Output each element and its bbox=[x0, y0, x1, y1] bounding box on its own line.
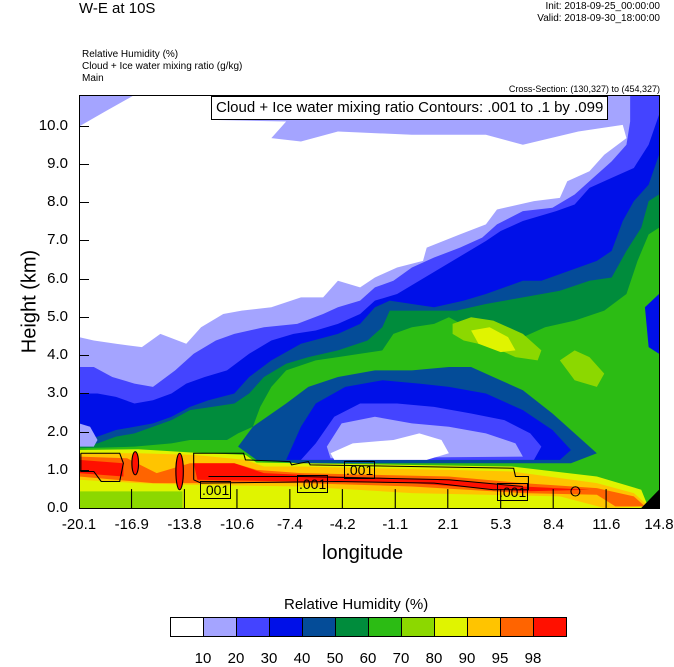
x-tick-label: 5.3 bbox=[490, 516, 512, 533]
y-tick-mark bbox=[79, 163, 89, 165]
cloud-contour-line bbox=[193, 452, 529, 491]
colorbar-label: 70 bbox=[392, 650, 410, 667]
contour-label: .001 bbox=[497, 483, 529, 501]
bl-100-cell bbox=[175, 453, 185, 490]
x-tick-label: -16.9 bbox=[114, 516, 149, 533]
contour-label: .001 bbox=[344, 461, 376, 479]
colorbar-label: 98 bbox=[524, 650, 542, 667]
x-tick-label: -10.6 bbox=[220, 516, 255, 533]
x-tick-label: -7.4 bbox=[276, 516, 303, 533]
contour-annotation: Cloud + Ice water mixing ratio Contours:… bbox=[211, 96, 609, 120]
x-tick-label: -4.2 bbox=[329, 516, 356, 533]
bl-100-left bbox=[79, 459, 124, 477]
colorbar-title: Relative Humidity (%) bbox=[284, 596, 429, 613]
y-tick-mark bbox=[79, 508, 89, 509]
figure-title: W-E at 10S bbox=[79, 0, 156, 17]
y-tick-label: 2.0 bbox=[47, 422, 68, 440]
y-tick-mark bbox=[79, 431, 89, 433]
y-tick-label: 8.0 bbox=[47, 193, 68, 211]
bl-100-center bbox=[193, 463, 590, 492]
colorbar-swatch bbox=[335, 617, 369, 637]
y-tick-mark bbox=[79, 469, 89, 471]
cloud-contour-line bbox=[175, 452, 184, 491]
y-tick-label: 10.0 bbox=[38, 116, 68, 134]
cloud-contour-line bbox=[80, 452, 124, 482]
y-tick-mark bbox=[79, 125, 89, 127]
y-tick-mark bbox=[79, 393, 89, 395]
contour-label: .001 bbox=[297, 475, 329, 493]
x-tick-label: -1.1 bbox=[382, 516, 409, 533]
y-tick-label: 7.0 bbox=[47, 231, 68, 249]
colorbar-swatch bbox=[203, 617, 237, 637]
y-tick-mark bbox=[79, 316, 89, 318]
y-axis-title: Height (km) bbox=[18, 249, 41, 354]
colorbar-swatch bbox=[269, 617, 303, 637]
y-tick-label: 4.0 bbox=[47, 346, 68, 364]
init-time: Init: 2018-09-25_00:00:00 bbox=[545, 1, 660, 12]
x-axis-title: longitude bbox=[322, 542, 404, 564]
bl-100-cell bbox=[131, 451, 139, 475]
contour-label: .001 bbox=[200, 481, 232, 499]
colorbar-label: 60 bbox=[359, 650, 377, 667]
colorbar-swatch bbox=[302, 617, 336, 637]
y-tick-label: 6.0 bbox=[47, 269, 68, 287]
x-tick-label: 8.4 bbox=[543, 516, 564, 533]
tongue-0 bbox=[330, 433, 449, 460]
y-tick-label: 9.0 bbox=[47, 154, 68, 172]
colorbar-swatch bbox=[434, 617, 468, 637]
y-tick-label: 3.0 bbox=[47, 384, 68, 402]
contour-plot bbox=[79, 95, 659, 508]
valid-time: Valid: 2018-09-30_18:00:00 bbox=[537, 13, 660, 24]
field-label-cloud: Cloud + Ice water mixing ratio (g/kg) bbox=[82, 61, 243, 72]
colorbar-swatch bbox=[533, 617, 567, 637]
bl-80-strip bbox=[79, 491, 183, 508]
colorbar-swatch bbox=[401, 617, 435, 637]
colorbar-swatch bbox=[236, 617, 270, 637]
colorbar-swatch bbox=[170, 617, 204, 637]
y-tick-mark bbox=[79, 355, 89, 357]
x-minor-ticks bbox=[130, 489, 607, 508]
colorbar-label: 50 bbox=[326, 650, 344, 667]
y-tick-label: 0.0 bbox=[47, 499, 68, 516]
y-tick-label: 1.0 bbox=[47, 460, 68, 478]
terrain-corner bbox=[641, 489, 659, 508]
x-tick-label: 11.6 bbox=[592, 516, 621, 533]
x-tick-label: 2.1 bbox=[437, 516, 459, 533]
colorbar-label: 95 bbox=[491, 650, 509, 667]
field-label-main: Main bbox=[82, 73, 104, 84]
y-tick-mark bbox=[79, 278, 89, 280]
x-tick-label: -20.1 bbox=[61, 516, 97, 533]
y-tick-mark bbox=[79, 240, 89, 242]
cloud-contour-line bbox=[570, 486, 581, 497]
plot-frame bbox=[79, 95, 660, 509]
x-tick-label: -13.8 bbox=[167, 516, 202, 533]
fill-10-left-blob bbox=[79, 423, 98, 447]
colorbar-label: 20 bbox=[227, 650, 245, 667]
colorbar-swatch bbox=[500, 617, 534, 637]
fill-80-right bbox=[559, 350, 605, 387]
cloud-contour-line bbox=[131, 451, 140, 476]
fill-0 bbox=[79, 95, 627, 348]
colorbar-label: 30 bbox=[260, 650, 278, 667]
fill-90-blob bbox=[471, 327, 516, 353]
colorbar-label: 80 bbox=[425, 650, 443, 667]
x-tick-label: 14.8 bbox=[644, 516, 674, 533]
colorbar-label: 10 bbox=[194, 650, 212, 667]
colorbar-label: 40 bbox=[293, 650, 311, 667]
colorbar-label: 90 bbox=[458, 650, 476, 667]
field-label-rh: Relative Humidity (%) bbox=[82, 49, 179, 60]
y-tick-label: 5.0 bbox=[47, 307, 68, 325]
colorbar-swatch bbox=[368, 617, 402, 637]
fill-30-right-patch bbox=[644, 294, 659, 354]
cross-section-label: Cross-Section: (130,327) to (454,327) bbox=[508, 84, 660, 94]
colorbar-swatch bbox=[467, 617, 501, 637]
y-tick-mark bbox=[79, 202, 89, 204]
